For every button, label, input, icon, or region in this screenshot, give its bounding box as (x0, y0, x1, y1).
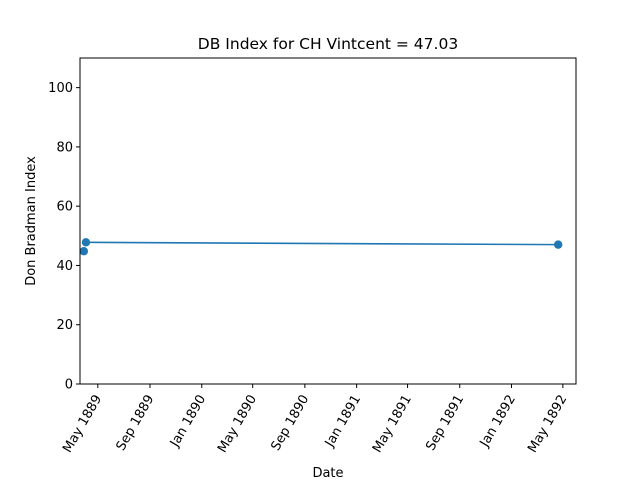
y-tick-label: 0 (65, 378, 73, 393)
series-line (85, 241, 559, 246)
x-axis-title: Date (312, 466, 343, 480)
y-tick-label: 40 (56, 259, 73, 274)
plot-frame (79, 57, 577, 385)
data-point (81, 238, 91, 247)
y-tick-label: 20 (56, 318, 73, 333)
y-tick-label: 80 (56, 140, 73, 155)
y-tick-label: 60 (56, 200, 73, 215)
y-tick-label: 100 (48, 81, 73, 96)
y-axis-title: Don Bradman Index (24, 156, 39, 286)
chart-title: DB Index for CH Vintcent = 47.03 (198, 35, 458, 53)
data-point (553, 240, 563, 249)
plot-area (79, 238, 563, 256)
y-axis: 0 20 40 60 80 100 (48, 81, 80, 393)
data-point (79, 247, 89, 256)
